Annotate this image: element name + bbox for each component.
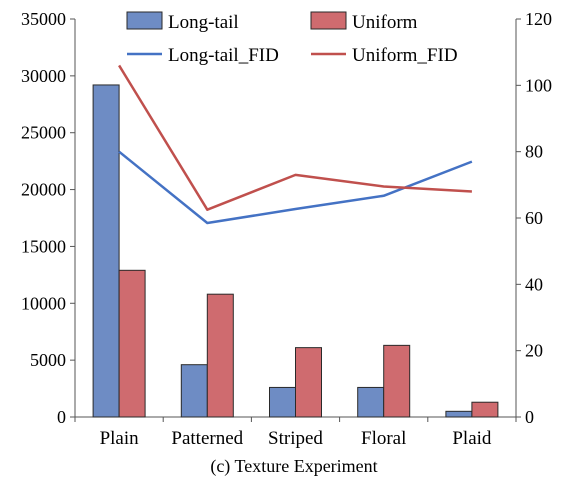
legend: Long-tail Uniform Long-tail_FID Uniform_FID: [126, 11, 458, 66]
right-tick-label: 100: [525, 75, 552, 95]
bar-uniform-striped: [295, 347, 322, 418]
legend-label-uniform-fid: Uniform_FID: [352, 45, 458, 66]
line-uniform-fid: [118, 64, 472, 211]
bars: [92, 84, 499, 418]
left-tick-label: 15000: [21, 236, 66, 256]
left-tick-label: 35000: [21, 9, 66, 29]
left-tick-label: 20000: [21, 180, 66, 200]
tick-labels: 0 5000 10000 15000 20000 25000 30000 35000 0 20 40…: [21, 9, 552, 449]
bar-uniform-plain: [118, 269, 146, 418]
right-tick-label: 120: [525, 9, 552, 29]
category-label: Striped: [268, 428, 323, 449]
chart-caption: (c) Texture Experiment: [210, 456, 377, 477]
left-tick-label: 30000: [21, 66, 66, 86]
legend-swatch-long-tail: [126, 11, 163, 30]
left-tick-label: 0: [57, 407, 66, 427]
fid-lines: [118, 64, 473, 225]
category-label: Plain: [100, 428, 140, 449]
left-tick-label: 10000: [21, 293, 66, 313]
right-tick-label: 20: [525, 341, 543, 361]
line-long-tail-fid: [118, 150, 473, 225]
category-label: Plaid: [452, 428, 492, 449]
bar-uniform-floral: [383, 344, 411, 418]
bar-uniform-patterned: [206, 293, 234, 418]
bar-long-tail-patterned: [180, 364, 208, 418]
bar-long-tail-floral: [357, 386, 385, 418]
right-tick-label: 40: [525, 274, 543, 294]
bar-long-tail-plaid: [445, 410, 473, 418]
bar-long-tail-plain: [92, 84, 120, 418]
category-label: Patterned: [171, 428, 243, 449]
right-tick-label: 0: [525, 407, 534, 427]
bar-uniform-plaid: [471, 401, 499, 418]
legend-label-uniform: Uniform: [352, 12, 418, 33]
category-label: Floral: [361, 428, 406, 449]
right-tick-label: 80: [525, 142, 543, 162]
legend-swatch-uniform: [310, 11, 347, 30]
bar-long-tail-striped: [269, 386, 296, 418]
legend-label-long-tail: Long-tail: [168, 12, 239, 33]
left-tick-label: 25000: [21, 123, 66, 143]
right-tick-label: 60: [525, 208, 543, 228]
legend-label-long-tail-fid: Long-tail_FID: [168, 45, 279, 66]
left-tick-label: 5000: [30, 350, 66, 370]
